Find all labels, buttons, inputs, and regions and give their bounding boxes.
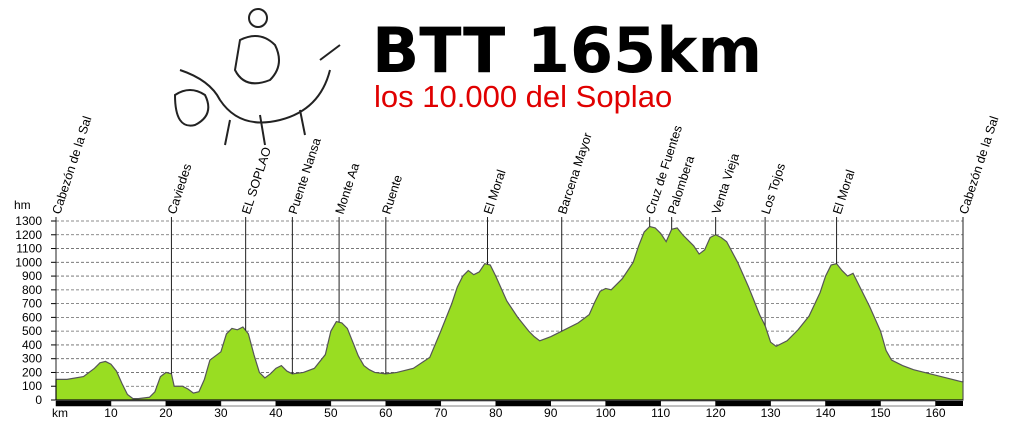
scale-bar-segment xyxy=(55,400,112,407)
x-tick-label: 30 xyxy=(214,406,228,420)
scale-bar-segment xyxy=(440,400,497,407)
scale-bar-segment xyxy=(495,400,551,407)
x-tick-label: 90 xyxy=(544,406,558,420)
x-tick-label: 40 xyxy=(269,406,283,420)
x-tick-label: 120 xyxy=(706,406,726,420)
x-tick-label: 50 xyxy=(324,406,338,420)
y-tick-label: 300 xyxy=(22,352,42,366)
waypoint-label: Ruente xyxy=(379,173,405,216)
chart-subtitle: los 10.000 del Soplao xyxy=(374,79,672,114)
waypoint-label: EL SOPLAO xyxy=(239,145,274,216)
elevation-area xyxy=(55,225,964,401)
x-tick-label: 20 xyxy=(159,406,173,420)
x-tick-label: 100 xyxy=(596,406,616,420)
x-tick-label: 130 xyxy=(761,406,781,420)
y-tick-label: 600 xyxy=(22,310,42,324)
x-tick-label: 10 xyxy=(104,406,118,420)
scale-bar-segment xyxy=(165,400,222,407)
y-tick-label: 200 xyxy=(22,365,42,379)
waypoint-label: Cabezón de la Sal xyxy=(957,114,1002,215)
waypoint-label: Monte Aa xyxy=(333,161,363,216)
scale-bar-segment xyxy=(110,400,167,407)
x-tick-label: 60 xyxy=(379,406,393,420)
x-tick-label: 70 xyxy=(434,406,448,420)
y-tick-label: 1200 xyxy=(15,228,42,242)
y-tick-label: 700 xyxy=(22,297,42,311)
y-tick-label: 1100 xyxy=(16,242,42,256)
waypoint-label: Caviedes xyxy=(165,162,194,216)
y-tick-label: 900 xyxy=(22,269,42,283)
waypoint-label: Cabezón de la Sal xyxy=(50,114,95,215)
y-tick-label: 500 xyxy=(22,324,42,338)
y-tick-label: 1000 xyxy=(15,255,42,269)
y-axis-label: hm xyxy=(14,198,31,212)
waypoint-label: Los Tojos xyxy=(759,162,789,216)
scale-bar-segment xyxy=(275,400,332,407)
x-tick-label: 150 xyxy=(871,406,891,420)
x-tick-label: 160 xyxy=(925,406,945,420)
x-axis-label: km xyxy=(52,406,68,420)
x-tick-label: 110 xyxy=(651,406,670,420)
scale-bar-segment xyxy=(385,400,442,407)
waypoint-label: Venta Vieja xyxy=(709,152,742,216)
waypoint-label: Puente Nansa xyxy=(286,136,324,216)
y-tick-label: 400 xyxy=(22,338,42,352)
scale-bar-segment xyxy=(220,400,277,407)
scale-bar-segment xyxy=(330,400,387,407)
x-tick-label: 140 xyxy=(816,406,836,420)
scale-bar-end xyxy=(935,401,963,406)
y-tick-label: 0 xyxy=(35,393,42,407)
cartoon xyxy=(173,8,341,146)
y-tick-label: 100 xyxy=(22,379,42,393)
y-tick-label: 800 xyxy=(22,283,42,297)
y-tick-label: 1300 xyxy=(15,214,42,228)
waypoint-label: El Moral xyxy=(481,168,508,216)
waypoint-label: Barcena Mayor xyxy=(555,131,595,216)
chart-title: BTT 165km xyxy=(372,14,762,87)
waypoint-label: El Moral xyxy=(830,168,857,216)
x-tick-label: 80 xyxy=(489,406,503,420)
